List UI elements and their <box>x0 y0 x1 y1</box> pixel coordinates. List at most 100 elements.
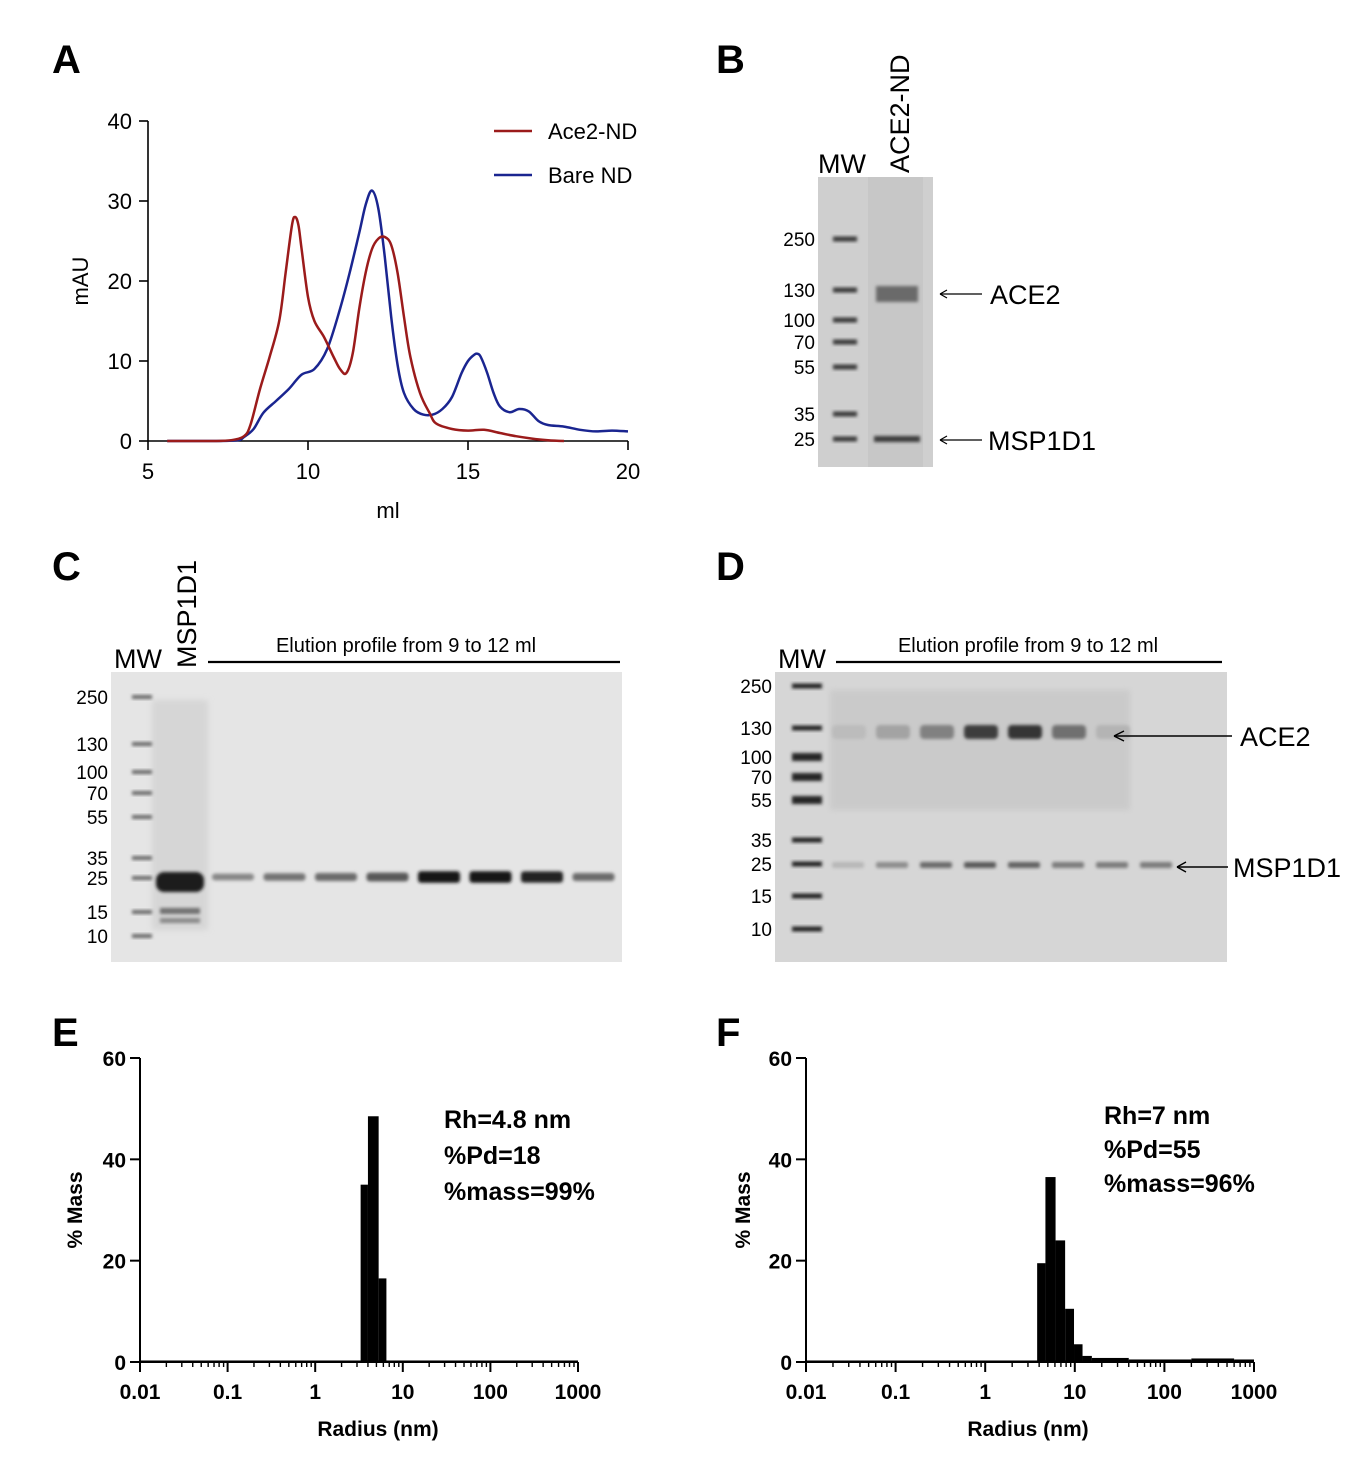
chart-a-x-tick-label: 15 <box>456 459 480 484</box>
gel-b-ace2-arrowhead <box>939 289 948 299</box>
gel-d-marker-label: 70 <box>751 768 772 789</box>
gel-b-marker-band <box>833 236 857 242</box>
chart-f-bar <box>1091 1357 1129 1362</box>
chart-f-y-tick-label: 20 <box>769 1251 792 1274</box>
gel-b-marker-label: 35 <box>794 405 815 426</box>
gel-b-marker-label: 100 <box>783 311 815 332</box>
chart-f-annotation-pd: %Pd=55 <box>1104 1136 1201 1164</box>
gel-c-marker-label: 130 <box>76 735 108 756</box>
chart-e-bar <box>367 1116 379 1362</box>
gel-c-marker-band <box>132 695 152 699</box>
gel-b-msp-arrowhead <box>939 435 948 445</box>
gel-c-elution-band <box>315 873 357 881</box>
chart-a-series-bare-nd <box>167 189 629 443</box>
chart-f-bar <box>1234 1359 1254 1362</box>
gel-d-ace2-band <box>964 725 998 739</box>
gel-c-marker-label: 35 <box>87 849 108 870</box>
gel-d-msp-band <box>1140 862 1172 868</box>
chart-f-x-tick-label: 0.01 <box>786 1381 827 1404</box>
chart-f-bar <box>1074 1344 1083 1362</box>
chart-a-x-label: ml <box>376 498 399 523</box>
gel-d-marker-label: 55 <box>751 791 772 812</box>
gel-c-marker-band <box>132 876 152 880</box>
gel-b-marker-label: 130 <box>783 281 815 302</box>
gel-c-elution-band <box>263 873 306 881</box>
gel-d-msp-band <box>832 862 864 868</box>
chart-a-y-tick-label: 0 <box>120 429 132 454</box>
gel-b-marker-band <box>833 411 857 417</box>
gel-d-msp-band <box>1096 862 1128 868</box>
chart-a-x-tick-label: 10 <box>296 459 320 484</box>
chart-a-legend: Ace2-ND Bare ND <box>494 119 637 188</box>
gel-d-marker-label: 25 <box>751 855 772 876</box>
chart-a: 5 10 15 20 0 10 20 30 40 ml mAU Ace2-ND Bare ND <box>68 109 640 523</box>
gel-d-msp-band <box>876 862 908 868</box>
gel-d-marker-label: 250 <box>740 677 772 698</box>
chart-f-bar <box>1045 1177 1056 1362</box>
chart-a-y-tick-label: 10 <box>108 349 132 374</box>
gel-d-msp-label: MSP1D1 <box>1233 853 1341 883</box>
gel-c-mw-header: MW <box>114 644 162 674</box>
gel-b-marker-label: 25 <box>794 430 815 451</box>
gel-d-ace2-arrowhead <box>1113 730 1125 742</box>
gel-c-msp-reference-band <box>156 872 204 892</box>
gel-b-marker-label: 70 <box>794 333 815 354</box>
chart-e-bar <box>378 1278 387 1362</box>
gel-d-marker-label: 10 <box>751 920 772 941</box>
chart-f-x-label: Radius (nm) <box>967 1418 1088 1441</box>
gel-b-marker-band <box>833 436 857 442</box>
gel-d-msp-band <box>920 862 952 868</box>
gel-c-marker-band <box>132 934 152 938</box>
chart-f-y-label: % Mass <box>732 1171 755 1248</box>
gel-b-ace2-label: ACE2 <box>990 280 1061 310</box>
chart-f-bar <box>1055 1240 1066 1362</box>
gel-d-ace2-band <box>1096 725 1130 739</box>
chart-e-y-tick-label: 0 <box>114 1352 126 1375</box>
chart-f-bar <box>1065 1308 1075 1362</box>
gel-d-header: Elution profile from 9 to 12 ml <box>898 635 1158 657</box>
chart-e-baseline <box>140 1360 578 1362</box>
gel-d-marker-band <box>792 725 822 731</box>
panel-label-f: F <box>716 1011 740 1055</box>
chart-f-x-tick-label: 100 <box>1147 1381 1182 1404</box>
chart-f-bar <box>1082 1355 1092 1362</box>
gel-c-marker-band <box>132 815 152 819</box>
gel-d-marker-band <box>792 796 822 804</box>
gel-d-msp-band <box>1008 862 1040 868</box>
gel-c-marker-label: 15 <box>87 903 108 924</box>
gel-c-elution-band <box>469 871 512 883</box>
gel-b-lane-label: ACE2-ND <box>885 54 915 173</box>
chart-f-x-tick-label: 10 <box>1063 1381 1086 1404</box>
gel-d-ace2-band <box>920 725 954 739</box>
chart-e-bar <box>360 1184 368 1362</box>
gel-b-marker-band <box>833 287 857 293</box>
panel-label-e: E <box>52 1011 79 1055</box>
panel-label-d: D <box>716 545 745 589</box>
gel-d-marker-band <box>792 753 822 761</box>
gel-c-marker-label: 10 <box>87 927 108 948</box>
chart-f-bar <box>1037 1263 1046 1362</box>
gel-d-marker-label: 15 <box>751 887 772 908</box>
gel-c-msp-lower-band <box>160 908 200 914</box>
chart-e-annotation-pd: %Pd=18 <box>444 1142 541 1170</box>
chart-f: 0.01 0.1 1 10 100 1000 0 20 40 60 Radius (nm) % M… <box>732 1048 1277 1441</box>
chart-a-y-tick-label: 40 <box>108 109 132 134</box>
chart-a-y-tick-label: 30 <box>108 189 132 214</box>
chart-e-x-tick-label: 0.1 <box>213 1381 243 1404</box>
chart-e-y-tick-label: 60 <box>103 1048 126 1071</box>
gel-c-marker-band <box>132 791 152 795</box>
chart-f-annotation-mass: %mass=96% <box>1104 1170 1255 1198</box>
chart-e-x-tick-label: 0.01 <box>120 1381 161 1404</box>
gel-b-marker-label: 250 <box>783 230 815 251</box>
gel-d-marker-band <box>792 861 822 867</box>
gel-c-elution-band <box>212 873 254 881</box>
gel-d-msp-band <box>1052 862 1084 868</box>
gel-d-msp-band <box>964 862 996 868</box>
gel-b-mw-header: MW <box>818 149 866 179</box>
gel-d-ace2-band <box>876 725 910 739</box>
legend-label-bare-nd: Bare ND <box>548 163 632 188</box>
gel-d-marker-band <box>792 773 822 781</box>
gel-d: MW Elution profile from 9 to 12 ml 250 13… <box>740 635 1341 962</box>
gel-d-marker-band <box>792 926 822 932</box>
gel-b-marker-band <box>833 364 857 370</box>
